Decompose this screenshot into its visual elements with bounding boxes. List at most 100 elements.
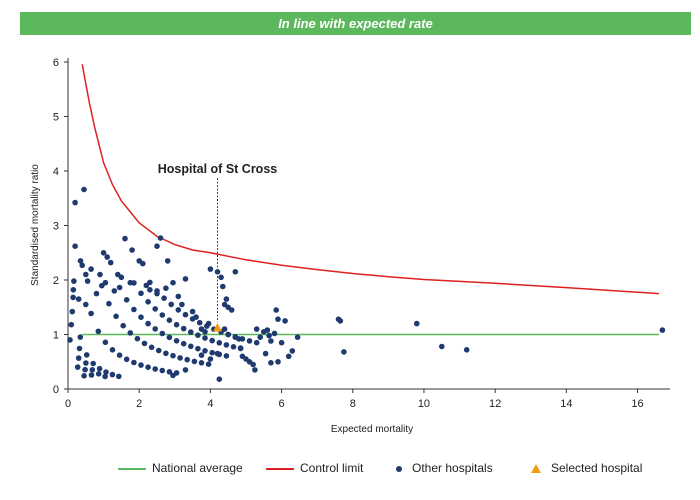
- hospital-point: [89, 367, 96, 373]
- hospital-point: [154, 243, 160, 249]
- hospital-point: [198, 352, 205, 359]
- hospital-point: [129, 247, 135, 253]
- hospital-point: [96, 365, 103, 372]
- hospital-point: [97, 271, 103, 278]
- hospital-point: [159, 312, 166, 318]
- hospital-point: [232, 334, 239, 340]
- hospital-point: [109, 371, 116, 378]
- hospital-point: [116, 352, 123, 359]
- x-tick-label: 4: [207, 398, 213, 410]
- hospital-point: [157, 235, 164, 241]
- hospital-point: [67, 337, 73, 343]
- hospital-point: [182, 311, 189, 318]
- hospital-point: [79, 262, 85, 269]
- hospital-point: [140, 260, 146, 267]
- hospital-point: [237, 345, 244, 352]
- legend-national-average: National average: [118, 458, 243, 478]
- hospital-point: [131, 280, 137, 286]
- hospital-point: [202, 329, 208, 335]
- hospital-point: [131, 359, 137, 366]
- hospital-point: [156, 347, 162, 354]
- y-tick-labels: 0 1 2 3 4 5 6: [53, 57, 68, 396]
- hospital-point: [278, 339, 285, 346]
- hospital-point: [76, 345, 83, 352]
- hospital-point: [164, 258, 171, 264]
- hospital-point: [72, 243, 78, 249]
- hospital-point: [81, 373, 87, 379]
- hospital-point: [145, 299, 151, 305]
- hospital-point: [268, 338, 274, 344]
- hospital-point: [228, 307, 235, 313]
- other-hospitals-points: [67, 186, 666, 383]
- y-tick-label: 5: [53, 112, 59, 124]
- hospital-point: [88, 266, 94, 272]
- x-tick-label: 12: [489, 398, 501, 410]
- hospital-point: [230, 344, 237, 350]
- hospital-point: [189, 308, 196, 315]
- hospital-point: [189, 316, 196, 322]
- hospital-point: [152, 306, 158, 312]
- hospital-point: [175, 307, 182, 313]
- hospital-point: [198, 360, 205, 366]
- hospital-point: [104, 254, 110, 260]
- hospital-point: [173, 321, 180, 328]
- legend-selected-label: Selected hospital: [551, 461, 643, 475]
- hospital-point: [81, 186, 87, 193]
- x-tick-label: 14: [560, 398, 572, 410]
- hospital-point: [170, 352, 176, 359]
- hospital-point: [220, 283, 226, 290]
- y-tick-label: 1: [53, 330, 59, 342]
- hospital-point: [99, 282, 105, 289]
- legend: National average Control limit Other hos…: [118, 458, 688, 478]
- hospital-point: [180, 325, 187, 332]
- hospital-point: [109, 347, 116, 353]
- hospital-point: [138, 362, 144, 368]
- x-tick-label: 2: [136, 398, 142, 410]
- y-tick-label: 6: [53, 57, 59, 69]
- hospital-point: [147, 287, 153, 293]
- x-tick-label: 6: [279, 398, 285, 410]
- hospital-point: [138, 314, 144, 321]
- hospital-point: [166, 334, 173, 341]
- hospital-point: [225, 331, 231, 338]
- hospital-point: [341, 349, 347, 355]
- hospital-point: [70, 294, 76, 301]
- hospital-point: [123, 356, 130, 363]
- hospital-point: [152, 366, 158, 372]
- annotation-label: Hospital of St Cross: [158, 162, 278, 176]
- hospital-point: [83, 271, 89, 278]
- hospital-point: [159, 367, 166, 374]
- hospital-point: [77, 258, 84, 264]
- hospital-point: [141, 340, 148, 347]
- hospital-point: [282, 318, 288, 324]
- hospital-point: [120, 322, 126, 329]
- hospital-point: [122, 235, 128, 242]
- y-tick-label: 4: [53, 166, 59, 178]
- hospital-point: [257, 334, 264, 341]
- hospital-point: [106, 300, 112, 307]
- hospital-point: [134, 335, 141, 342]
- hospital-point: [138, 290, 144, 297]
- hospital-point: [205, 361, 212, 368]
- y-axis-label: Standardised mortality ratio: [30, 164, 41, 286]
- hospital-point: [202, 348, 208, 354]
- x-tick-label: 8: [350, 398, 356, 410]
- hospital-point: [88, 310, 94, 317]
- legend-control-label: Control limit: [300, 461, 364, 475]
- hospital-point: [195, 345, 201, 352]
- axes: [67, 58, 670, 390]
- hospital-point: [118, 274, 125, 281]
- hospital-point: [113, 313, 119, 320]
- hospital-point: [204, 323, 210, 329]
- hospital-point: [216, 340, 223, 346]
- control-limit-line: [81, 64, 659, 295]
- legend-control-limit: Control limit: [266, 458, 363, 478]
- hospital-point: [161, 295, 167, 302]
- hospital-point: [273, 307, 280, 313]
- hospital-point: [239, 336, 246, 342]
- hospital-point: [216, 351, 223, 358]
- hospital-point: [147, 279, 153, 286]
- x-tick-label: 0: [65, 398, 71, 410]
- hospital-point: [294, 334, 301, 341]
